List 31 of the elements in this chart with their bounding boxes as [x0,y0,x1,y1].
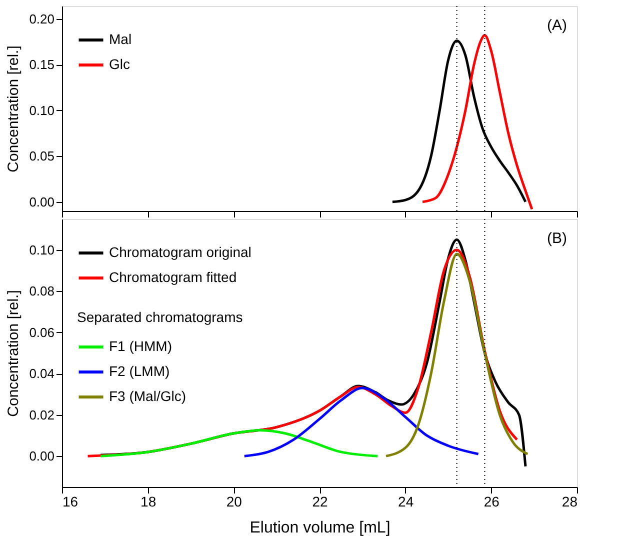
legend-label: Chromatogram fitted [109,269,237,285]
x-tick-label: 22 [312,494,328,510]
legend-label: Mal [109,31,132,47]
y-tick-label: 0.02 [29,407,54,422]
annotation: (B) [547,230,567,247]
y-tick-label: 0.08 [29,284,54,299]
y-tick-label: 0.06 [29,324,54,340]
y-tick-label: 0.15 [29,57,54,72]
x-tick-label: 20 [226,494,242,510]
legend-label: F3 (Mal/Glc) [109,388,186,404]
y-tick-label: 0.20 [29,11,54,26]
x-tick-label: 16 [62,494,78,510]
y-axis-title: Concentration [rel.] [5,46,22,172]
annotation: (A) [547,17,567,34]
legend-label: Chromatogram original [109,244,252,260]
y-tick-label: 0.04 [29,366,54,382]
x-tick-label: 26 [484,494,500,510]
y-tick-label: 0.10 [29,242,54,258]
x-tick-label: 24 [398,494,414,510]
y-tick-label: 0.00 [29,194,54,210]
legend-label: F1 (HMM) [109,338,172,354]
y-tick-label: 0.10 [29,102,54,118]
legend-label: F2 (LMM) [109,363,170,379]
legend-label: Glc [109,56,130,72]
x-tick-label: 28 [562,494,578,510]
legend-title: Separated chromatograms [77,309,243,325]
x-tick-label: 18 [140,494,156,510]
y-tick-label: 0.00 [29,448,54,464]
x-axis-title: Elution volume [mL] [250,520,390,536]
y-tick-label: 0.05 [29,148,54,164]
y-axis-title: Concentration [rel.] [5,290,22,417]
